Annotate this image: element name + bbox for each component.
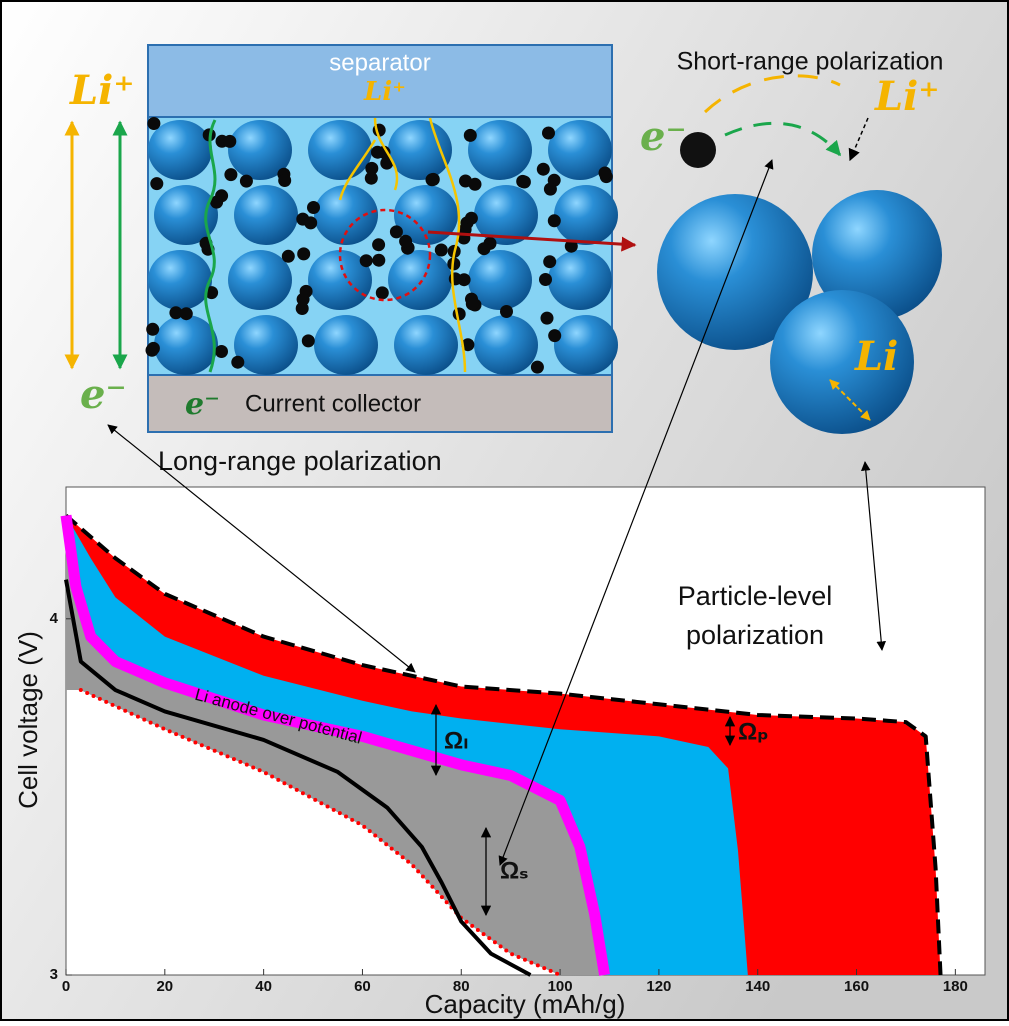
carbon-dot xyxy=(302,334,315,347)
carbon-dot xyxy=(147,117,160,130)
carbon-dot xyxy=(453,308,466,321)
particle xyxy=(548,250,612,310)
carbon-dot xyxy=(542,127,555,140)
carbon-dot xyxy=(146,323,159,336)
carbon-dot xyxy=(180,307,193,320)
carbon-dot xyxy=(599,167,612,180)
particle xyxy=(234,315,298,375)
carbon-dot xyxy=(365,172,378,185)
carbon-dot xyxy=(376,286,389,299)
collector-label: Current collector xyxy=(245,390,421,417)
ion-label: Li⁺ xyxy=(874,73,939,120)
carbon-dot xyxy=(516,175,529,188)
carbon-dot xyxy=(147,342,160,355)
x-tick-label: 0 xyxy=(62,978,70,995)
carbon-dot xyxy=(307,201,320,214)
carbon-dot xyxy=(297,247,310,260)
carbon-dot xyxy=(427,173,440,186)
carbon-dot xyxy=(278,174,291,187)
particle xyxy=(394,315,458,375)
figure: separator Li⁺ e⁻ Current collector Li⁺ e… xyxy=(0,0,1009,1021)
x-tick-label: 20 xyxy=(156,978,173,995)
x-tick-label: 60 xyxy=(354,978,371,995)
particle xyxy=(314,185,378,245)
carbon-dot xyxy=(282,250,295,263)
carbon-dot xyxy=(215,345,228,358)
x-tick-label: 40 xyxy=(255,978,272,995)
carbon-dot xyxy=(548,329,561,342)
carbon-dot xyxy=(537,163,550,176)
particle xyxy=(468,120,532,180)
carbon-dot xyxy=(544,183,557,196)
omega-l: Ωₗ xyxy=(444,727,469,754)
carbon-dot xyxy=(372,238,385,251)
carbon-dot xyxy=(459,175,472,188)
particle xyxy=(308,120,372,180)
carbon-dot xyxy=(548,214,561,227)
carbon-dot xyxy=(223,135,236,148)
carbon-dot xyxy=(150,177,163,190)
ion-label: Li⁺ xyxy=(69,67,134,114)
electron-label: e⁻ xyxy=(640,113,687,160)
carbon-dot xyxy=(543,255,556,268)
carbon-dot xyxy=(464,129,477,142)
y-tick-label: 4 xyxy=(50,610,59,627)
carbon-dot xyxy=(539,273,552,286)
particle xyxy=(554,315,618,375)
particle xyxy=(148,250,212,310)
short-range-label: Short-range polarization xyxy=(677,48,944,76)
carbon-dot xyxy=(435,244,448,257)
carbon-dot xyxy=(240,175,253,188)
x-tick-label: 120 xyxy=(646,978,671,995)
particle xyxy=(388,120,452,180)
x-axis-title: Capacity (mAh/g) xyxy=(425,989,626,1019)
omega-s: Ωₛ xyxy=(500,857,528,884)
carbon-dot xyxy=(478,242,491,255)
carbon-dot xyxy=(224,168,237,181)
li-label: Li xyxy=(854,333,898,380)
electron-label: e⁻ xyxy=(80,371,127,418)
particle-label: polarization xyxy=(686,620,824,650)
carbon-dot xyxy=(231,356,244,369)
carbon-dot xyxy=(531,361,544,374)
x-tick-label: 180 xyxy=(943,978,968,995)
particle xyxy=(474,315,538,375)
particle xyxy=(314,315,378,375)
carbon-dot xyxy=(372,254,385,267)
carbon-dot xyxy=(500,305,513,318)
particle xyxy=(148,120,212,180)
omega-p: Ωₚ xyxy=(738,718,769,745)
carbon-dot xyxy=(449,272,462,285)
carbon-dot xyxy=(465,212,478,225)
x-tick-label: 140 xyxy=(745,978,770,995)
electron-label: e⁻ xyxy=(185,387,220,422)
carbon-dot xyxy=(360,254,373,267)
carbon-dot xyxy=(399,235,412,248)
carbon-dot xyxy=(371,146,384,159)
y-axis-title: Cell voltage (V) xyxy=(13,631,43,809)
electrode-diagram: separator Li⁺ e⁻ Current collector xyxy=(146,45,636,432)
particle xyxy=(554,185,618,245)
separator-label: separator xyxy=(329,49,430,76)
particle-label: Particle-level xyxy=(678,581,833,611)
particle xyxy=(234,185,298,245)
carbon-dot xyxy=(390,225,403,238)
carbon-dot xyxy=(304,216,317,229)
particle xyxy=(154,315,218,375)
carbon-dot xyxy=(541,312,554,325)
particle xyxy=(388,250,452,310)
y-tick-label: 3 xyxy=(50,966,58,983)
x-tick-label: 160 xyxy=(844,978,869,995)
ion-label: Li⁺ xyxy=(363,77,406,107)
long-range-label: Long-range polarization xyxy=(158,446,442,476)
carbon-dot xyxy=(297,293,310,306)
carbon-dot xyxy=(466,297,479,310)
